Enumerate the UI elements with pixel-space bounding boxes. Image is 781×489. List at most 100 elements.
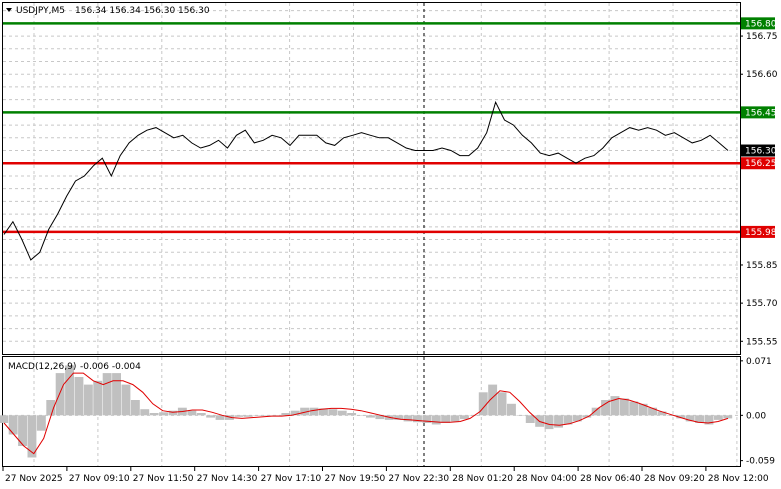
level-badge [741,157,775,170]
macd-histogram-bar [403,415,413,422]
symbol-label: USDJPY,M5 [16,6,65,16]
level-badge [741,17,775,30]
time-tick-label: 27 Nov 19:50 [325,474,386,484]
horizontal-levels[interactable] [3,22,740,234]
macd-histogram-bar [149,413,159,416]
level-badge-label: 155.98 [745,228,777,238]
macd-histogram-bar [140,409,150,416]
macd-histogram-bar [488,384,498,416]
macd-histogram-bar [478,392,488,416]
macd-histogram-bar [234,415,244,417]
level-badge-label: 156.45 [745,108,777,118]
macd-histogram-bar [610,396,620,416]
macd-tick-label: 0.00 [746,411,766,421]
macd-histogram-bar [309,407,319,416]
macd-panel-frame [2,356,741,467]
macd-histogram-bar [582,415,592,418]
macd-histogram-bar [563,415,573,425]
macd-histogram-bar [394,415,404,420]
macd-histogram-bar [629,401,639,416]
macd-histogram-bar [657,411,667,416]
macd-axis: 0.071 0.00 -0.059 [740,357,775,467]
macd-histogram-bar [497,392,507,416]
time-tick-label: 27 Nov 22:30 [388,474,449,484]
price-tick-label: 155.55 [746,337,778,347]
macd-histogram-bar [121,384,131,416]
macd-histogram-bar [619,398,629,416]
macd-histogram-bar [74,377,84,416]
macd-histogram-bar [723,415,733,419]
macd-histogram-bar [196,413,206,416]
macd-histogram-bar [243,415,253,417]
macd-histogram-bar [272,415,281,416]
macd-histogram-bar [65,365,74,416]
macd-histogram-bar [666,415,676,416]
macd-histogram-bar [441,415,451,423]
macd-histogram-bar [27,415,37,458]
macd-signal-line [3,372,729,455]
triangle-down-icon[interactable] [6,8,12,12]
macd-histogram-bar [290,410,300,416]
macd-histogram-bar [713,415,723,420]
time-tick-label: 27 Nov 2025 [5,474,63,484]
macd-histogram-bar [253,415,263,416]
level-badge [741,225,775,238]
macd-histogram-bar [225,415,234,420]
ohlc-values: 156.34 156.34 156.30 156.30 [75,6,210,16]
macd-histogram-bar [704,415,714,425]
time-axis: 27 Nov 2025 27 Nov 09:10 27 Nov 11:50 27 No… [2,467,769,484]
macd-histogram-bar [450,415,460,422]
macd-histogram-bar [554,415,563,428]
chart-header: USDJPY,M5 156.34 156.34 156.30 156.30 [6,6,210,16]
macd-histogram-bar [281,413,291,416]
time-tick-label: 28 Nov 06:40 [580,474,641,484]
macd-histogram-bar [601,400,610,416]
main-chart-frame [2,2,741,355]
macd-histogram-bar [638,403,648,416]
macd-header: MACD(12,26,9) -0.006 -0.004 [8,362,141,372]
time-tick-label: 28 Nov 01:20 [452,474,513,484]
macd-histogram-bar [187,410,197,416]
macd-histogram-bar [685,415,695,422]
macd-histogram-bar [676,415,686,419]
time-tick-label: 28 Nov 09:20 [644,474,705,484]
price-tick-label: 155.85 [746,261,778,271]
macd-histogram [0,365,733,458]
macd-histogram-bar [422,415,432,423]
price-tick-label: 156.75 [746,32,778,42]
macd-histogram-bar [328,409,338,416]
main-chart-grid [3,3,740,354]
macd-histogram-bar [648,407,657,416]
macd-histogram-bar [366,415,375,418]
macd-histogram-bar [431,415,441,425]
level-badge-label: 156.25 [745,159,777,169]
macd-histogram-bar [102,373,112,416]
macd-histogram-bar [8,415,18,435]
macd-values: -0.006 -0.004 [80,362,141,372]
macd-histogram-bar [206,415,216,418]
time-tick-label: 28 Nov 04:00 [516,474,577,484]
macd-histogram-bar [347,413,357,416]
macd-histogram-bar [93,380,103,416]
macd-histogram-bar [55,373,65,416]
level-badge-label: 156.80 [745,19,777,29]
macd-histogram-bar [159,412,168,416]
macd-histogram-bar [591,407,601,416]
macd-label: MACD(12,26,9) [8,362,76,372]
macd-histogram-bar [525,415,535,423]
macd-histogram-bar [356,415,366,416]
level-badge [741,106,775,119]
macd-histogram-bar [300,407,310,416]
time-tick-label: 28 Nov 12:00 [708,474,769,484]
price-tick-label: 155.70 [746,299,778,309]
macd-histogram-bar [413,415,422,423]
macd-histogram-bar [18,415,27,446]
macd-tick-label: 0.071 [746,357,772,367]
macd-histogram-bar [112,373,121,416]
macd-histogram-bar [215,415,225,420]
time-tick-label: 27 Nov 17:10 [261,474,322,484]
price-line [3,100,729,261]
current-price-badge [741,144,775,157]
macd-histogram-bar [695,415,704,423]
